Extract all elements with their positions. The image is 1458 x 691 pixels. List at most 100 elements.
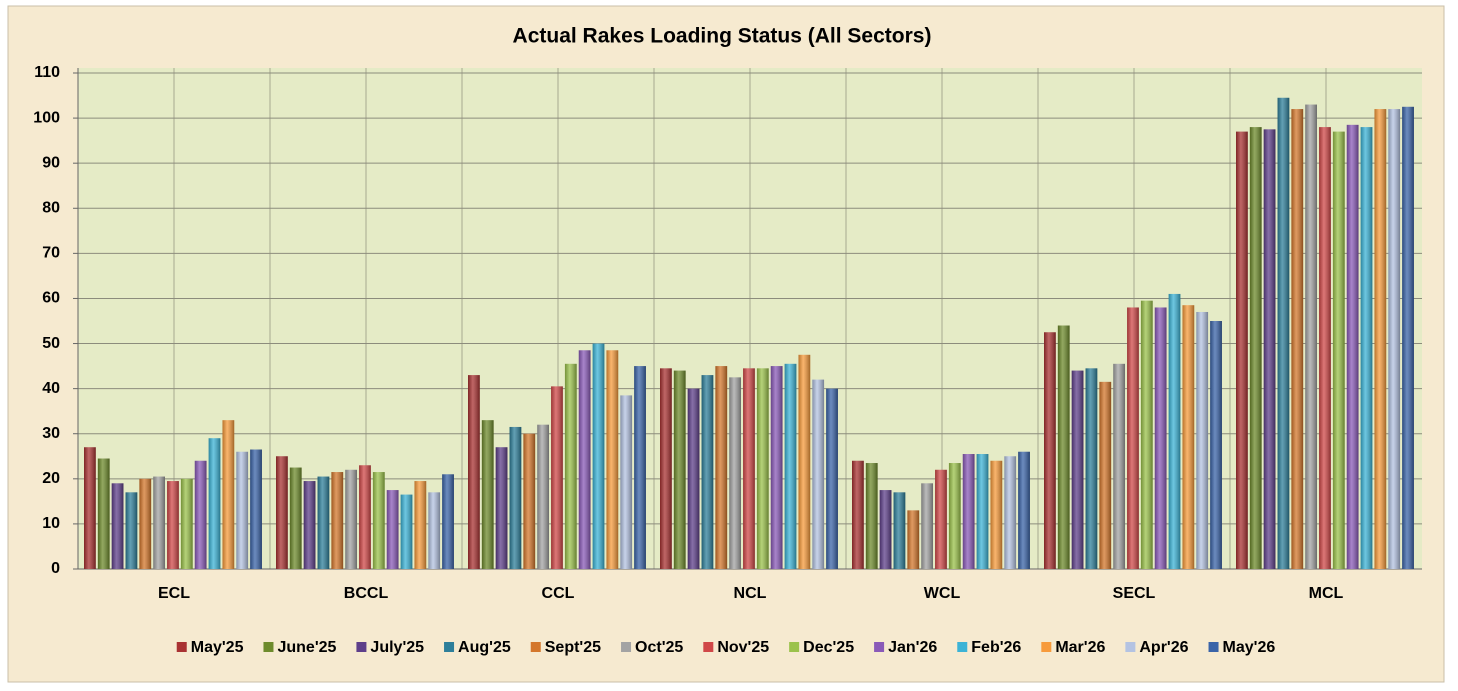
bar-shade bbox=[317, 476, 330, 569]
bar-shade bbox=[194, 460, 207, 569]
bar-shade bbox=[865, 463, 878, 569]
bar-shade bbox=[125, 492, 138, 569]
bar-shade bbox=[1236, 131, 1248, 570]
legend-swatch bbox=[356, 642, 367, 652]
bar-shade bbox=[1249, 127, 1262, 569]
y-tick-label: 100 bbox=[33, 109, 60, 126]
legend-label: May'25 bbox=[191, 639, 244, 656]
bar-shade bbox=[139, 478, 152, 569]
bar-shade bbox=[976, 454, 989, 569]
bar-shade bbox=[551, 386, 563, 569]
y-tick-label: 0 bbox=[51, 560, 60, 577]
bar-shade bbox=[1127, 307, 1139, 569]
bar-shade bbox=[1154, 307, 1167, 569]
bar-shade bbox=[592, 343, 605, 569]
bar-shade bbox=[331, 472, 344, 569]
bar-shade bbox=[442, 474, 454, 569]
legend-swatch bbox=[703, 642, 714, 652]
bar-shade bbox=[743, 368, 755, 569]
bar-shade bbox=[250, 449, 262, 569]
legend-swatch bbox=[530, 642, 541, 652]
bar-shade bbox=[893, 492, 906, 569]
legend-label: May'26 bbox=[1223, 639, 1276, 656]
bar-shade bbox=[852, 460, 864, 569]
bar-shade bbox=[1402, 106, 1414, 570]
bar-shade bbox=[701, 375, 714, 569]
x-tick-label: MCL bbox=[1309, 585, 1344, 602]
bar-shade bbox=[1168, 293, 1181, 569]
bar-shade bbox=[236, 451, 249, 569]
legend-swatch bbox=[957, 642, 968, 652]
bar-shade bbox=[1018, 451, 1030, 569]
bar-shade bbox=[812, 379, 825, 569]
legend-label: Apr'26 bbox=[1139, 639, 1188, 656]
y-tick-label: 50 bbox=[42, 335, 60, 352]
bar-shade bbox=[386, 490, 399, 569]
y-tick-label: 40 bbox=[42, 380, 60, 397]
bar-shade bbox=[935, 469, 947, 569]
y-tick-label: 90 bbox=[42, 154, 60, 171]
x-tick-label: CCL bbox=[542, 585, 575, 602]
bar-shade bbox=[276, 456, 288, 569]
bar-shade bbox=[97, 458, 110, 569]
bar-shade bbox=[372, 472, 385, 569]
bar-shade bbox=[537, 424, 549, 569]
bar-shade bbox=[921, 483, 933, 569]
y-tick-label: 60 bbox=[42, 290, 60, 307]
y-tick-label: 110 bbox=[34, 64, 60, 81]
legend-swatch bbox=[176, 642, 187, 652]
bar-shade bbox=[1388, 109, 1401, 569]
bar-shade bbox=[1196, 311, 1209, 569]
bar-shade bbox=[153, 476, 165, 569]
bar-shade bbox=[879, 490, 892, 569]
x-tick-label: ECL bbox=[158, 585, 190, 602]
bar-shade bbox=[1071, 370, 1084, 569]
bar-shade bbox=[428, 492, 441, 569]
x-tick-label: SECL bbox=[1113, 585, 1156, 602]
legend-swatch bbox=[444, 642, 455, 652]
bar-shade bbox=[1319, 127, 1331, 569]
bar-shade bbox=[673, 370, 686, 569]
bar-shade bbox=[564, 363, 577, 569]
bar-shade bbox=[400, 494, 413, 569]
x-tick-label: BCCL bbox=[344, 585, 389, 602]
bar-shade bbox=[1085, 368, 1098, 569]
bar-shade bbox=[359, 465, 371, 569]
legend-label: Mar'26 bbox=[1055, 639, 1105, 656]
bar-shade bbox=[770, 366, 783, 569]
legend-label: Jan'26 bbox=[888, 639, 937, 656]
bar-shade bbox=[687, 388, 700, 569]
y-tick-label: 20 bbox=[42, 470, 60, 487]
bar-shade bbox=[578, 350, 591, 569]
bar-shade bbox=[660, 368, 672, 569]
bar-shade bbox=[1374, 109, 1387, 569]
bar-shade bbox=[784, 363, 797, 569]
x-tick-label: NCL bbox=[734, 585, 767, 602]
bar-shade bbox=[1057, 325, 1070, 569]
legend-label: June'25 bbox=[277, 639, 336, 656]
bar-shade bbox=[414, 481, 427, 569]
legend-label: Feb'26 bbox=[971, 639, 1021, 656]
bar-shade bbox=[1332, 131, 1345, 570]
bar-shade bbox=[289, 467, 302, 569]
bar-shade bbox=[798, 354, 811, 569]
bar-shade bbox=[634, 366, 646, 569]
bar-shade bbox=[826, 388, 838, 569]
bar-shade bbox=[111, 483, 124, 569]
bar-shade bbox=[1113, 363, 1125, 569]
legend-label: July'25 bbox=[370, 639, 424, 656]
bar-shade bbox=[990, 460, 1003, 569]
bar-shade bbox=[1277, 97, 1290, 570]
bar-shade bbox=[1004, 456, 1017, 569]
chart-title: Actual Rakes Loading Status (All Sectors… bbox=[513, 25, 932, 48]
bar-shade bbox=[303, 481, 316, 569]
bar-shade bbox=[1044, 332, 1056, 569]
legend-swatch bbox=[789, 642, 800, 652]
bar-shade bbox=[962, 454, 975, 569]
bar-shade bbox=[345, 469, 357, 569]
legend-swatch bbox=[1125, 642, 1136, 652]
bar-shade bbox=[509, 426, 522, 569]
legend-label: Sept'25 bbox=[545, 639, 601, 656]
